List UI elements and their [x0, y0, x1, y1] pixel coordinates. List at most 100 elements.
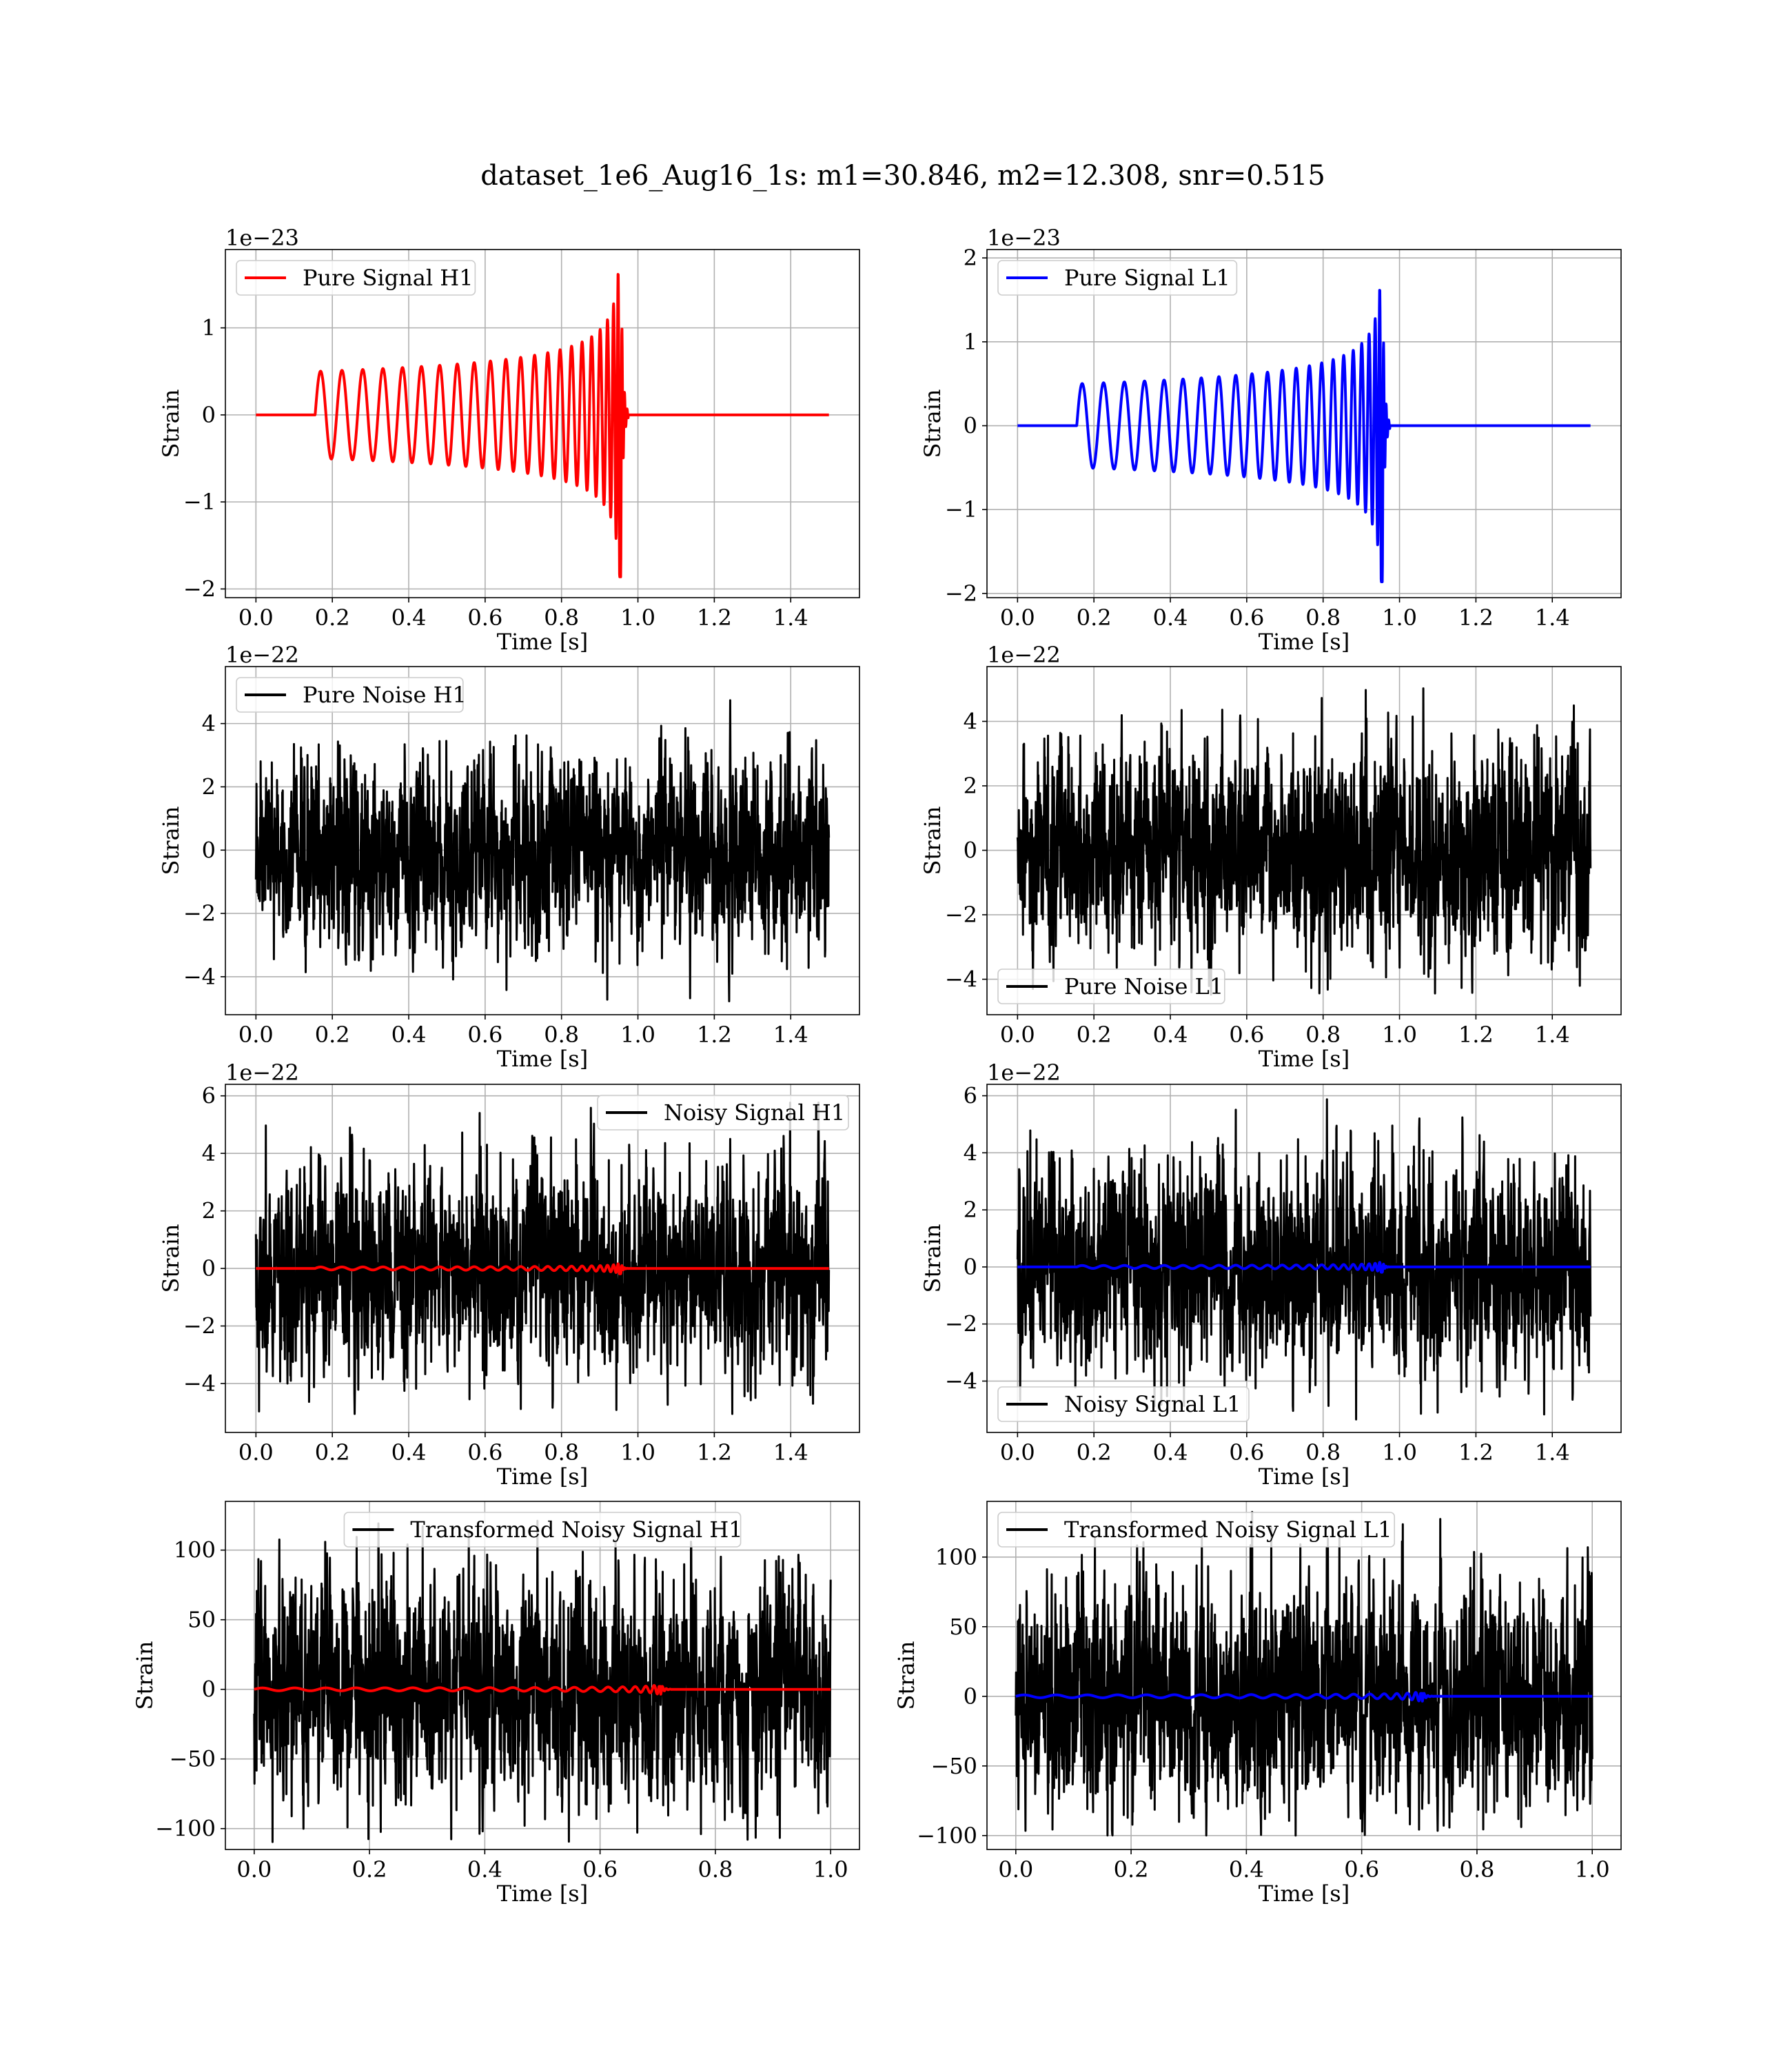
- x-axis-label: Time [s]: [497, 1881, 588, 1907]
- x-tick-label: 0.2: [1077, 1439, 1112, 1466]
- y-tick-label: 2: [964, 773, 977, 799]
- axes-frame: [986, 666, 1622, 1015]
- x-tick-label: 1.2: [697, 605, 732, 631]
- y-axis-label: Strain: [158, 1224, 184, 1293]
- subplot-pure-signal-l1: 0.0 0.2 0.4 0.6 0.8 1.0 1.2 1.4 −2 −1 0 1 2 Time [s] S…: [919, 225, 1622, 655]
- x-tick-label: 0.8: [698, 1856, 733, 1883]
- x-tick-label: 1.2: [1458, 1022, 1494, 1048]
- legend-box: [997, 1386, 1250, 1422]
- x-tick-label: 0.0: [236, 1856, 272, 1883]
- legend-label: Transformed Noisy Signal L1: [1064, 1517, 1392, 1543]
- subplot-pure-noise-h1: 0.0 0.2 0.4 0.6 0.8 1.0 1.2 1.4 −4 −2 0 2 4 Time [s] S…: [158, 642, 860, 1072]
- x-tick-label: 0.0: [238, 1439, 274, 1466]
- legend-box: [236, 260, 476, 296]
- y-tick-label: −1: [945, 496, 977, 523]
- y-tick-label: 4: [202, 1140, 216, 1166]
- legend-box: [997, 1512, 1396, 1548]
- y-tick-label: 0: [964, 1254, 977, 1280]
- x-tick-label: 0.4: [391, 1439, 427, 1466]
- x-tick-label: 1.4: [773, 605, 808, 631]
- y-tick-label: −50: [930, 1753, 977, 1779]
- x-tick-label: 0.6: [582, 1856, 618, 1883]
- x-tick-label: 0.0: [1000, 1439, 1035, 1466]
- x-tick-label: 0.0: [998, 1856, 1033, 1883]
- legend-box: [997, 260, 1238, 296]
- y-tick-label: 2: [964, 245, 977, 271]
- series-line-transformed-noisy-signal-h1: [253, 1519, 832, 1843]
- axes-frame: [986, 1084, 1622, 1433]
- x-tick-label: 0.8: [544, 1439, 579, 1466]
- x-tick-label: 0.6: [1229, 605, 1264, 631]
- y-axis-label: Strain: [919, 1224, 946, 1293]
- x-tick-label: 1.0: [1382, 1439, 1417, 1466]
- axes-frame: [225, 1501, 860, 1850]
- x-tick-label: 0.6: [1344, 1856, 1379, 1883]
- y-tick-label: −4: [945, 1368, 977, 1394]
- y-tick-label: −2: [945, 1311, 977, 1337]
- y-tick-label: −4: [183, 1370, 216, 1397]
- x-tick-label: 0.2: [315, 605, 350, 631]
- y-tick-label: 1: [202, 315, 216, 341]
- x-tick-label: 0.0: [1000, 605, 1035, 631]
- x-tick-label: 1.0: [620, 1022, 655, 1048]
- x-tick-label: 1.4: [773, 1439, 808, 1466]
- legend: Transformed Noisy Signal H1: [343, 1512, 743, 1548]
- subplot-noisy-signal-h1: 0.0 0.2 0.4 0.6 0.8 1.0 1.2 1.4 −4 −2 0 2 4 6 Time [s]…: [158, 1060, 860, 1490]
- series-line-overlay-1: [254, 1262, 831, 1275]
- legend-box: [343, 1512, 742, 1548]
- y-tick-label: −2: [945, 580, 977, 607]
- y-axis-label: Strain: [919, 807, 946, 875]
- legend-label: Transformed Noisy Signal H1: [410, 1517, 742, 1543]
- axes-frame: [986, 1501, 1622, 1850]
- y-tick-label: −2: [183, 1313, 216, 1339]
- y-tick-label: 50: [187, 1607, 216, 1633]
- legend-label: Noisy Signal L1: [1064, 1391, 1241, 1417]
- x-tick-label: 1.0: [813, 1856, 848, 1883]
- x-tick-label: 1.2: [1458, 1439, 1494, 1466]
- subplot-transformed-noisy-signal-l1: 0.0 0.2 0.4 0.6 0.8 1.0 −100 −50 0 50 100 Time [s] S…: [893, 1501, 1622, 1907]
- axis-offset-text: 1e−23: [225, 225, 299, 251]
- axis-offset-text: 1e−22: [987, 1060, 1061, 1086]
- x-tick-label: 0.0: [238, 605, 274, 631]
- legend-label: Pure Noise L1: [1064, 973, 1223, 1000]
- x-axis-label: Time [s]: [497, 629, 588, 655]
- axis-offset-text: 1e−23: [987, 225, 1061, 251]
- x-tick-label: 0.2: [315, 1022, 350, 1048]
- subplot-pure-signal-h1: 0.0 0.2 0.4 0.6 0.8 1.0 1.2 1.4 −2 −1 0 1 Time [s] St…: [158, 225, 860, 655]
- x-tick-label: 0.8: [1459, 1856, 1494, 1883]
- y-tick-label: 0: [964, 1683, 977, 1710]
- y-tick-label: 100: [935, 1544, 977, 1570]
- x-tick-label: 0.4: [467, 1856, 502, 1883]
- subplot-pure-noise-l1: 0.0 0.2 0.4 0.6 0.8 1.0 1.2 1.4 −4 −2 0 2 4 Time [s] S…: [919, 642, 1622, 1072]
- legend: Pure Noise L1: [997, 969, 1225, 1004]
- x-tick-label: 0.4: [391, 605, 427, 631]
- x-tick-label: 0.8: [544, 1022, 579, 1048]
- y-tick-label: 2: [964, 1197, 977, 1223]
- subplot-grid: 0.0 0.2 0.4 0.6 0.8 1.0 1.2 1.4 −2 −1 0 1 Time [s] St…: [132, 225, 1622, 1907]
- y-tick-label: 0: [964, 413, 977, 439]
- y-tick-label: −2: [183, 576, 216, 602]
- x-tick-label: 0.4: [1153, 1022, 1188, 1048]
- x-axis-label: Time [s]: [497, 1046, 588, 1072]
- x-axis-label: Time [s]: [1259, 1463, 1350, 1490]
- series-line-overlay-1: [253, 1684, 832, 1696]
- x-tick-label: 0.4: [1229, 1856, 1264, 1883]
- legend-label: Pure Noise H1: [303, 682, 467, 708]
- x-tick-label: 0.8: [1305, 1022, 1341, 1048]
- x-tick-label: 1.0: [1382, 1022, 1417, 1048]
- series-line-pure-signal-h1: [254, 273, 831, 578]
- legend-label: Pure Signal H1: [303, 265, 474, 291]
- y-axis-label: Strain: [132, 1641, 158, 1710]
- y-tick-label: 1: [964, 329, 977, 355]
- y-tick-label: 4: [202, 711, 216, 737]
- x-tick-label: 0.6: [1229, 1022, 1264, 1048]
- series-line-pure-signal-l1: [1016, 289, 1592, 583]
- y-tick-label: 2: [202, 1198, 216, 1224]
- y-tick-label: 100: [174, 1537, 216, 1563]
- y-tick-label: −1: [183, 489, 216, 515]
- series-line-transformed-noisy-signal-l1: [1015, 1510, 1594, 1837]
- y-axis-label: Strain: [893, 1641, 919, 1710]
- y-tick-label: 6: [202, 1083, 216, 1109]
- axes-frame: [225, 666, 860, 1015]
